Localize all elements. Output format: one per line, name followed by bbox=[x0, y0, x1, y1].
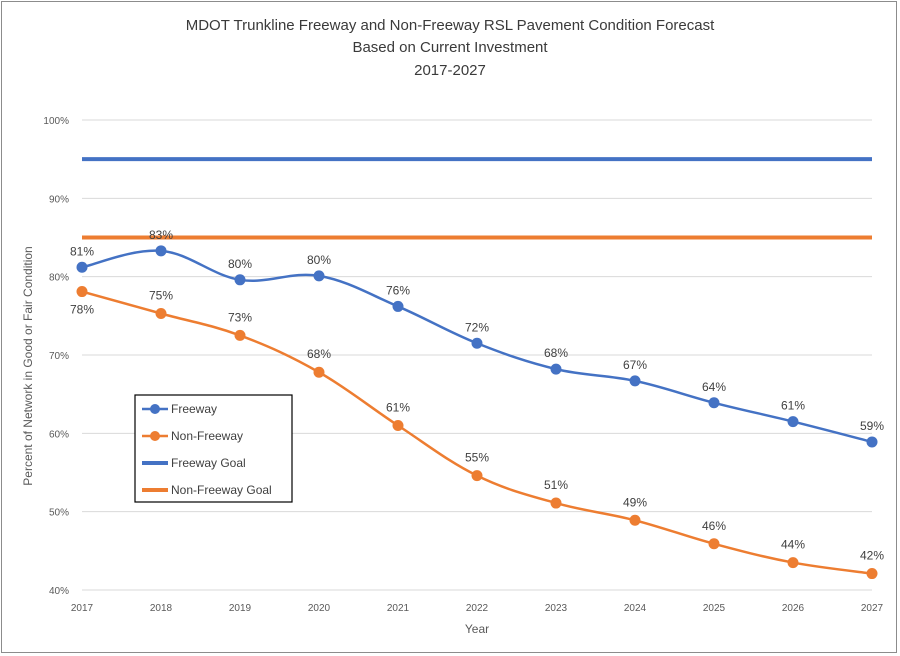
data-point bbox=[709, 397, 720, 408]
data-label: 46% bbox=[702, 519, 726, 533]
data-label: 61% bbox=[781, 399, 805, 413]
data-label: 44% bbox=[781, 538, 805, 552]
data-label: 61% bbox=[386, 401, 410, 415]
y-tick-label: 90% bbox=[49, 194, 69, 205]
data-point bbox=[77, 262, 88, 273]
x-tick-label: 2021 bbox=[387, 603, 410, 614]
legend-marker bbox=[150, 431, 160, 441]
x-tick-label: 2018 bbox=[150, 603, 173, 614]
data-label: 75% bbox=[149, 288, 173, 302]
data-label: 59% bbox=[860, 419, 884, 433]
data-label: 80% bbox=[228, 257, 252, 271]
x-axis-title: Year bbox=[465, 622, 489, 636]
y-tick-label: 40% bbox=[49, 586, 69, 597]
data-label: 72% bbox=[465, 320, 489, 334]
y-tick-label: 70% bbox=[49, 351, 69, 362]
data-label: 42% bbox=[860, 549, 884, 563]
data-point bbox=[393, 301, 404, 312]
x-tick-label: 2027 bbox=[861, 603, 884, 614]
data-point bbox=[788, 557, 799, 568]
legend-label: Non-Freeway bbox=[171, 429, 243, 443]
x-tick-label: 2024 bbox=[624, 603, 647, 614]
data-point bbox=[551, 498, 562, 509]
data-point bbox=[156, 245, 167, 256]
y-tick-label: 50% bbox=[49, 508, 69, 519]
x-tick-label: 2022 bbox=[466, 603, 489, 614]
data-label: 68% bbox=[544, 346, 568, 360]
x-tick-label: 2025 bbox=[703, 603, 726, 614]
data-label: 73% bbox=[228, 310, 252, 324]
data-label: 64% bbox=[702, 380, 726, 394]
data-label: 49% bbox=[623, 495, 647, 509]
data-label: 78% bbox=[70, 303, 94, 317]
legend-marker bbox=[150, 404, 160, 414]
x-tick-label: 2020 bbox=[308, 603, 331, 614]
line-chart: 40% 50% 60% 70% 80% 90% 100% 2017 2018 2019 2020 20… bbox=[0, 0, 900, 656]
data-label: 67% bbox=[623, 358, 647, 372]
legend-label: Non-Freeway Goal bbox=[171, 483, 272, 497]
y-tick-label: 80% bbox=[49, 273, 69, 284]
data-point bbox=[709, 538, 720, 549]
x-tick-label: 2019 bbox=[229, 603, 252, 614]
legend-label: Freeway bbox=[171, 402, 217, 416]
data-point bbox=[551, 364, 562, 375]
data-label: 83% bbox=[149, 228, 173, 242]
data-point bbox=[235, 330, 246, 341]
data-label: 51% bbox=[544, 478, 568, 492]
data-label: 76% bbox=[386, 283, 410, 297]
x-tick-label: 2026 bbox=[782, 603, 805, 614]
x-tick-label: 2017 bbox=[71, 603, 94, 614]
data-label: 68% bbox=[307, 347, 331, 361]
data-point bbox=[156, 308, 167, 319]
data-point bbox=[788, 416, 799, 427]
legend-label: Freeway Goal bbox=[171, 456, 246, 470]
data-point bbox=[867, 436, 878, 447]
y-tick-label: 60% bbox=[49, 429, 69, 440]
y-axis-title: Percent of Network in Good or Fair Condi… bbox=[21, 246, 35, 485]
data-point bbox=[314, 270, 325, 281]
data-point bbox=[314, 367, 325, 378]
data-label: 55% bbox=[465, 451, 489, 465]
data-point bbox=[472, 338, 483, 349]
data-point bbox=[630, 375, 641, 386]
data-label: 81% bbox=[70, 244, 94, 258]
y-tick-label: 100% bbox=[43, 116, 69, 127]
data-point bbox=[393, 420, 404, 431]
data-point bbox=[235, 274, 246, 285]
data-point bbox=[630, 515, 641, 526]
data-point bbox=[472, 470, 483, 481]
data-point bbox=[867, 568, 878, 579]
x-tick-label: 2023 bbox=[545, 603, 568, 614]
data-point bbox=[77, 286, 88, 297]
data-label: 80% bbox=[307, 253, 331, 267]
